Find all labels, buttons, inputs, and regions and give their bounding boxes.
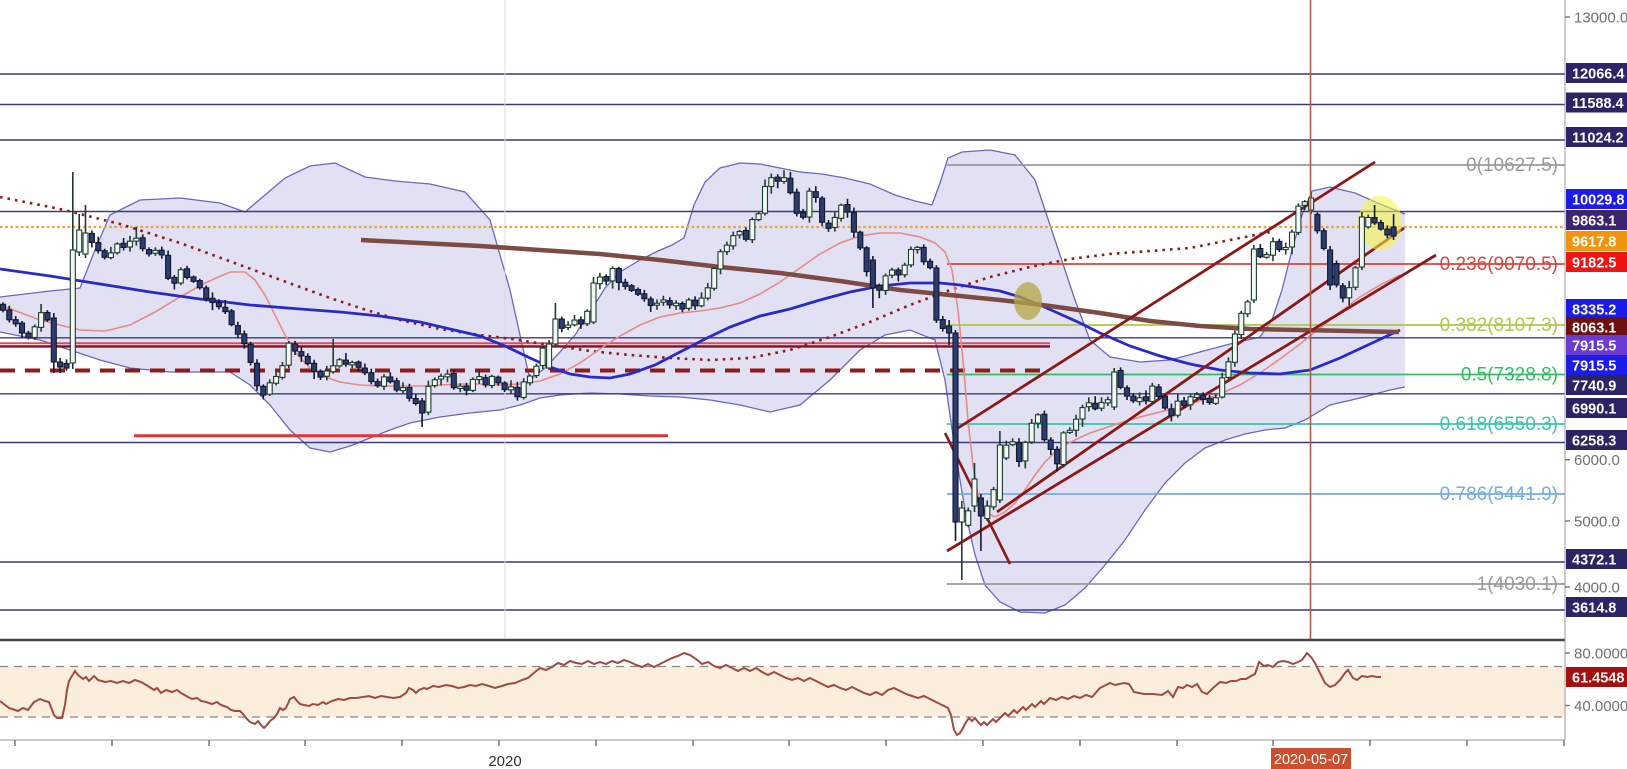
svg-text:0(10627.5): 0(10627.5) xyxy=(1466,155,1558,176)
svg-text:0.5(7328.8): 0.5(7328.8) xyxy=(1461,365,1558,386)
svg-text:9182.5: 9182.5 xyxy=(1572,256,1616,272)
svg-text:2020: 2020 xyxy=(488,753,521,769)
svg-text:7915.5: 7915.5 xyxy=(1572,359,1616,375)
svg-text:8335.2: 8335.2 xyxy=(1572,303,1616,319)
svg-text:0.786(5441.9): 0.786(5441.9) xyxy=(1440,484,1558,505)
svg-text:11024.2: 11024.2 xyxy=(1572,131,1624,147)
svg-text:12066.4: 12066.4 xyxy=(1572,67,1624,83)
svg-text:6000.0: 6000.0 xyxy=(1574,452,1620,469)
svg-text:40.0000: 40.0000 xyxy=(1574,698,1627,715)
svg-text:61.4548: 61.4548 xyxy=(1572,671,1624,687)
svg-text:4372.1: 4372.1 xyxy=(1572,553,1616,569)
svg-text:3614.8: 3614.8 xyxy=(1572,601,1616,617)
svg-text:1(4030.1): 1(4030.1) xyxy=(1477,574,1558,595)
svg-text:2020-05-07: 2020-05-07 xyxy=(1274,752,1348,768)
svg-text:11588.4: 11588.4 xyxy=(1572,96,1624,112)
svg-text:7915.5: 7915.5 xyxy=(1572,339,1616,355)
svg-text:13000.0: 13000.0 xyxy=(1574,10,1627,27)
svg-text:9863.1: 9863.1 xyxy=(1572,214,1616,230)
svg-text:4000.0: 4000.0 xyxy=(1574,580,1620,597)
svg-text:0.236(9070.5): 0.236(9070.5) xyxy=(1440,254,1558,275)
svg-text:6258.3: 6258.3 xyxy=(1572,434,1616,450)
svg-text:8063.1: 8063.1 xyxy=(1572,321,1616,337)
svg-text:7740.9: 7740.9 xyxy=(1572,379,1616,395)
svg-text:9617.8: 9617.8 xyxy=(1572,235,1616,251)
svg-text:5000.0: 5000.0 xyxy=(1574,514,1620,531)
svg-text:10029.8: 10029.8 xyxy=(1572,193,1624,209)
svg-text:0.382(8107.3): 0.382(8107.3) xyxy=(1440,315,1558,336)
svg-text:0.618(6550.3): 0.618(6550.3) xyxy=(1440,414,1558,435)
svg-text:80.0000: 80.0000 xyxy=(1574,646,1627,663)
svg-text:6990.1: 6990.1 xyxy=(1572,402,1616,418)
